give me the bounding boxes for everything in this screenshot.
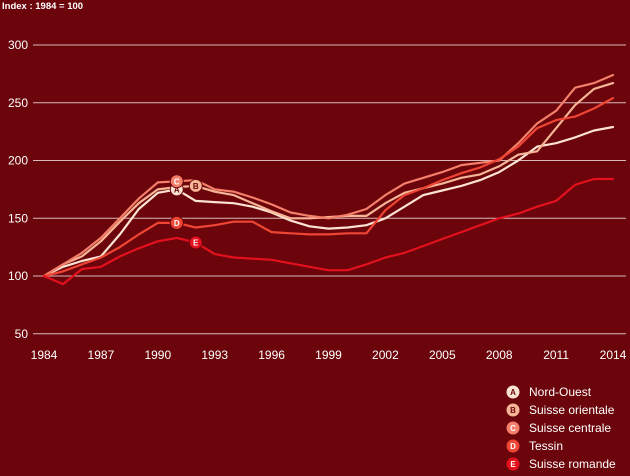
series-markers: A B C D E: [169, 174, 203, 250]
legend-marker-letter: A: [510, 388, 516, 397]
y-tick-label: 250: [8, 96, 28, 110]
legend-item-b: B Suisse orientale: [506, 403, 615, 417]
legend-marker-letter: C: [510, 424, 516, 433]
legend-item-e: E Suisse romande: [506, 457, 616, 471]
series-line-e: [42, 177, 615, 286]
series-line-b: [42, 81, 615, 278]
legend-label: Tessin: [529, 439, 563, 453]
legend-label: Nord-Ouest: [529, 385, 592, 399]
x-tick-label: 1984: [31, 348, 58, 362]
legend: A Nord-Ouest B Suisse orientale C Suisse cent…: [506, 385, 616, 471]
legend-label: Suisse centrale: [529, 421, 611, 435]
x-tick-label: 2005: [429, 348, 456, 362]
y-tick-label: 200: [8, 154, 28, 168]
series-lines: [42, 73, 615, 286]
legend-marker: [506, 457, 520, 471]
x-tick-label: 1999: [315, 348, 342, 362]
svg-text:C: C: [174, 177, 180, 186]
x-tick-label: 2008: [486, 348, 513, 362]
x-tick-label: 1990: [144, 348, 171, 362]
y-tick-label: 100: [8, 269, 28, 283]
y-tick-label: 300: [8, 38, 28, 52]
x-axis-tick-labels: 1984 1987 1990 1993 1996 1999 2002 2005 2008 2011…: [31, 348, 627, 362]
x-tick-label: 2011: [543, 348, 569, 362]
legend-marker-letter: D: [510, 442, 516, 451]
legend-marker-letter: E: [510, 460, 516, 469]
x-tick-label: 1993: [201, 348, 228, 362]
x-tick-label: 1987: [88, 348, 115, 362]
svg-text:B: B: [193, 182, 199, 191]
y-axis-tick-labels: 50 100 150 200 250 300: [8, 38, 28, 341]
line-marker-b: B: [188, 178, 203, 193]
line-marker-d: D: [169, 215, 184, 230]
legend-marker-letter: B: [510, 406, 516, 415]
series-line-c: [42, 73, 615, 278]
y-tick-label: 50: [15, 327, 29, 341]
x-tick-label: 2014: [600, 348, 627, 362]
series-line-a: [42, 125, 615, 278]
legend-label: Suisse romande: [529, 457, 616, 471]
chart-subtitle: Index : 1984 = 100: [2, 1, 83, 12]
svg-text:E: E: [193, 239, 199, 248]
series-line-d: [42, 96, 615, 278]
legend-item-c: C Suisse centrale: [506, 421, 611, 435]
line-marker-e: E: [188, 235, 203, 250]
legend-marker: [506, 403, 520, 417]
legend-marker: [506, 439, 520, 453]
line-marker-c: C: [169, 174, 184, 189]
x-tick-label: 1996: [258, 348, 285, 362]
svg-text:A: A: [174, 185, 180, 194]
legend-marker: [506, 421, 520, 435]
gridlines: [33, 44, 626, 335]
y-tick-label: 150: [8, 211, 28, 225]
x-tick-label: 2002: [372, 348, 399, 362]
svg-text:D: D: [174, 219, 180, 228]
legend-marker: [506, 385, 520, 399]
legend-item-d: D Tessin: [506, 439, 563, 453]
legend-label: Suisse orientale: [529, 403, 615, 417]
legend-item-a: A Nord-Ouest: [506, 385, 592, 399]
